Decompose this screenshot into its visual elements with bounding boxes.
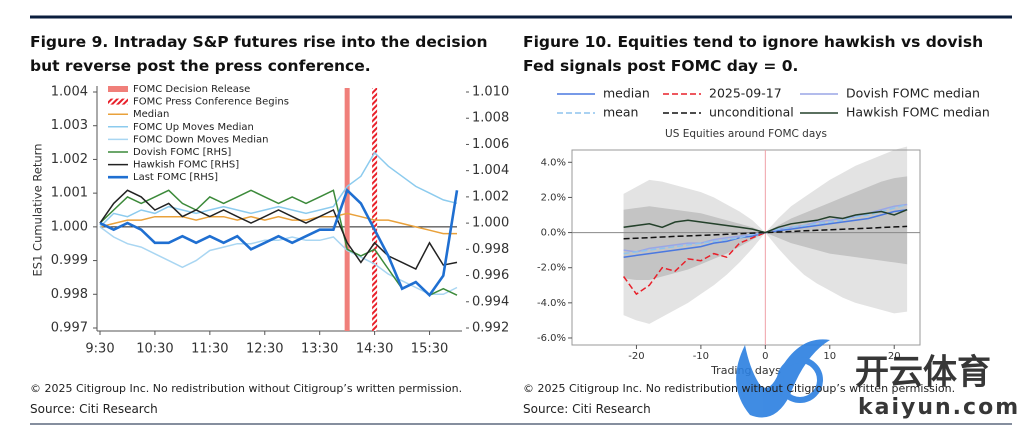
y2-tick-label: 0.998 — [472, 242, 509, 257]
y2-tick-label: 0.996 — [472, 268, 509, 283]
legend-label: Hawkish FOMC median — [846, 105, 990, 120]
y-tick-label: 1.004 — [51, 85, 88, 100]
legend-label: Dovish FOMC median — [846, 86, 980, 101]
legend-label: FOMC Press Conference Begins — [133, 97, 289, 108]
x-tick-label: 12:30 — [246, 342, 283, 357]
y-tick-label: 0.0% — [541, 228, 566, 239]
legend-swatch — [108, 98, 128, 105]
legend-label: FOMC Down Moves Median — [133, 134, 269, 145]
legend-label: FOMC Decision Release — [133, 84, 250, 95]
x-tick-label: -10 — [693, 351, 709, 362]
figure-title: Figure 10. Equities tend to ignore hawki… — [523, 33, 984, 75]
series-line — [623, 225, 908, 240]
y-tick-label: 2.0% — [541, 192, 566, 203]
legend-label: unconditional — [709, 105, 794, 120]
y2-tick-label: 1.004 — [472, 163, 509, 178]
x-tick-label: -20 — [628, 351, 644, 362]
y-tick-label: 4.0% — [541, 157, 566, 168]
legend-label: Last FOMC [RHS] — [133, 172, 218, 183]
plot-title: US Equities around FOMC days — [665, 128, 827, 140]
y-tick-label: -6.0% — [537, 333, 566, 344]
y2-tick-label: 1.008 — [472, 111, 509, 126]
y-tick-label: 1.003 — [51, 118, 88, 133]
y-tick-label: -2.0% — [537, 263, 566, 274]
series-line — [99, 212, 457, 235]
figure-title: Figure 9. Intraday S&P futures rise into… — [30, 33, 488, 75]
event-marker — [344, 88, 350, 331]
x-tick-label: 10 — [823, 351, 836, 362]
x-tick-label: 11:30 — [191, 342, 228, 357]
copyright: © 2025 Citigroup Inc. No redistribution … — [30, 382, 463, 395]
y-axis-label: ES1 Cumulative Return — [31, 144, 45, 277]
series-line — [623, 203, 908, 255]
x-tick-label: 13:30 — [301, 342, 338, 357]
series-line — [99, 189, 458, 270]
band — [623, 146, 908, 324]
watermark-logo-ring — [777, 357, 823, 403]
watermark-text: 开云体育 — [855, 353, 991, 393]
y-tick-label: -4.0% — [537, 298, 566, 309]
chart: -6.0%-4.0%-2.0%0.0%2.0%4.0%-20 -10 0 10 20Tr… — [537, 86, 990, 378]
x-tick-label: 9:30 — [85, 342, 114, 357]
y2-tick-label: 1.000 — [472, 216, 509, 231]
chart: 0.997 0.998 0.999 1.000 1.001 1.002 1.003 1.004… — [31, 84, 510, 357]
y2-tick-label: 0.994 — [472, 294, 509, 309]
series-line — [99, 189, 458, 297]
y2-tick-label: 0.992 — [472, 321, 509, 336]
y-tick-label: 1.000 — [51, 219, 88, 234]
watermark: 开云体育 kaiyun.com — [736, 339, 1020, 420]
legend-label: FOMC Up Moves Median — [133, 122, 254, 133]
copyright: © 2025 Citigroup Inc. No redistribution … — [523, 382, 956, 395]
legend-label: Median — [133, 109, 169, 120]
watermark-url: kaiyun.com — [858, 395, 1020, 420]
plot-frame — [571, 149, 921, 346]
charts: 0.997 0.998 0.999 1.000 1.001 1.002 1.003 1.004… — [31, 84, 990, 377]
legend-label: Hawkish FOMC [RHS] — [133, 160, 239, 171]
source: Source: Citi Research — [30, 402, 158, 416]
legend-label: median — [603, 86, 650, 101]
x-tick-label: 14:30 — [356, 342, 393, 357]
x-tick-label: 0 — [762, 351, 768, 362]
y-tick-label: 0.999 — [51, 253, 88, 268]
series-line — [623, 209, 908, 234]
legend-label: 2025-09-17 — [709, 86, 782, 101]
y2-tick-label: 1.006 — [472, 137, 509, 152]
legend-label: Dovish FOMC [RHS] — [133, 147, 231, 158]
y-tick-label: 1.001 — [51, 186, 88, 201]
series-line — [99, 187, 459, 298]
source: Source: Citi Research — [523, 402, 651, 416]
band — [623, 176, 908, 280]
series-line — [99, 151, 458, 228]
y-tick-label: 0.998 — [51, 287, 88, 302]
x-tick-label: 10:30 — [136, 342, 173, 357]
y-tick-label: 0.997 — [51, 321, 88, 336]
legend-label: mean — [603, 105, 638, 120]
x-tick-label: 20 — [888, 351, 901, 362]
x-tick-label: 15:30 — [411, 342, 448, 357]
y2-tick-label: 1.010 — [472, 85, 509, 100]
y-tick-label: 1.002 — [51, 152, 88, 167]
event-marker — [372, 88, 378, 331]
y2-tick-label: 1.002 — [472, 189, 509, 204]
legend-swatch — [108, 86, 128, 92]
